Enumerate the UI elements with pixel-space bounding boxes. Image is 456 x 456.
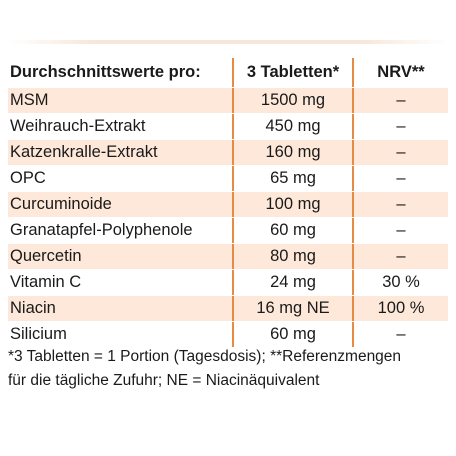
table-row: Quercetin 80 mg – (8, 244, 448, 270)
ingredient-name: Niacin (10, 299, 56, 317)
ingredient-name: OPC (10, 169, 46, 187)
header-nrv: NRV** (352, 58, 448, 87)
table-row: Curcuminoide 100 mg – (8, 192, 448, 218)
ingredient-nrv: 100 % (352, 296, 448, 321)
top-decorative-rule (8, 40, 448, 44)
ingredient-dose: 450 mg (232, 114, 352, 139)
table-row: Granatapfel-Polyphenole 60 mg – (8, 218, 448, 244)
table-row: Katzenkralle-Extrakt 160 mg – (8, 140, 448, 166)
ingredient-name: Curcuminoide (10, 195, 112, 213)
ingredient-nrv: – (352, 114, 448, 139)
ingredient-nrv: – (352, 322, 448, 347)
footnote: *3 Tabletten = 1 Portion (Tagesdosis); *… (8, 345, 452, 393)
ingredient-dose: 1500 mg (232, 88, 352, 113)
table-row: MSM 1500 mg – (8, 88, 448, 114)
ingredient-nrv: – (352, 244, 448, 269)
footnote-line-1: *3 Tabletten = 1 Portion (Tagesdosis); *… (8, 348, 402, 365)
header-dose: 3 Tabletten* (232, 58, 352, 87)
ingredient-dose: 60 mg (232, 322, 352, 347)
ingredient-nrv: 30 % (352, 270, 448, 295)
ingredient-name: Weihrauch-Extrakt (10, 117, 146, 135)
ingredient-dose: 160 mg (232, 140, 352, 165)
ingredient-dose: 65 mg (232, 166, 352, 191)
ingredient-dose: 60 mg (232, 218, 352, 243)
ingredient-name: MSM (10, 91, 49, 109)
ingredient-dose: 16 mg NE (232, 296, 352, 321)
ingredient-name: Quercetin (10, 247, 82, 265)
ingredient-name: Granatapfel-Polyphenole (10, 221, 193, 239)
footnote-line-2: für die tägliche Zufuhr; NE = Niacinäqui… (8, 372, 320, 389)
table-row: Weihrauch-Extrakt 450 mg – (8, 114, 448, 140)
ingredient-dose: 24 mg (232, 270, 352, 295)
table-row: Silicium 60 mg – (8, 322, 448, 348)
table-row: Vitamin C 24 mg 30 % (8, 270, 448, 296)
table-row: OPC 65 mg – (8, 166, 448, 192)
ingredient-nrv: – (352, 88, 448, 113)
ingredient-nrv: – (352, 192, 448, 217)
ingredient-nrv: – (352, 140, 448, 165)
nutrition-table: Durchschnittswerte pro: 3 Tabletten* NRV… (8, 58, 448, 348)
ingredient-name: Vitamin C (10, 273, 82, 291)
ingredient-dose: 100 mg (232, 192, 352, 217)
ingredient-name: Silicium (10, 325, 67, 343)
ingredient-nrv: – (352, 166, 448, 191)
table-row: Niacin 16 mg NE 100 % (8, 296, 448, 322)
header-name: Durchschnittswerte pro: (10, 63, 201, 81)
ingredient-nrv: – (352, 218, 448, 243)
table-header-row: Durchschnittswerte pro: 3 Tabletten* NRV… (8, 58, 448, 88)
ingredient-name: Katzenkralle-Extrakt (10, 143, 158, 161)
ingredient-dose: 80 mg (232, 244, 352, 269)
